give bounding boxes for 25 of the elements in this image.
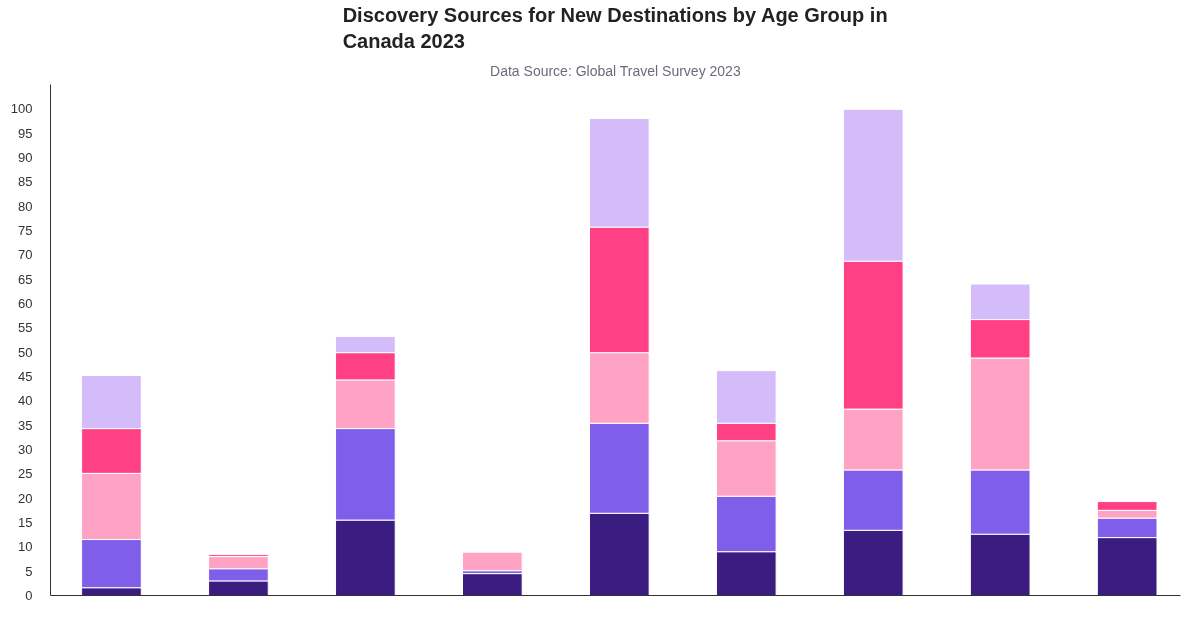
y-tick-label: 70: [18, 247, 33, 263]
y-tick-label: 15: [18, 515, 33, 530]
y-tick-label: 95: [18, 125, 33, 141]
y-tick-label: 90: [18, 150, 33, 165]
y-tick-label: 5: [25, 563, 33, 579]
chart-subtitle: Data Source: Global Travel Survey 2023: [490, 62, 741, 79]
bar: [462, 551, 523, 572]
y-tick-label: 35: [18, 417, 33, 433]
y-tick-label: 20: [18, 490, 33, 506]
chart-title: Discovery Sources for New Destinations by Age Group in Canada 2023: [342, 4, 888, 53]
y-tick-label: 85: [18, 174, 33, 190]
y-tick-label: 100: [10, 101, 33, 117]
y-tick-label: 65: [18, 271, 33, 287]
y-tick-label: 40: [18, 393, 33, 409]
y-tick-label: 80: [18, 198, 33, 214]
y-tick-label: 50: [18, 344, 33, 360]
y-tick-label: 55: [18, 320, 33, 336]
y-tick-label: 45: [18, 369, 33, 384]
y-tick-label: 0: [25, 588, 33, 603]
y-tick-label: 60: [18, 296, 33, 311]
y-tick-label: 75: [18, 223, 33, 238]
bar: [462, 573, 523, 596]
y-tick-label: 30: [18, 442, 33, 457]
y-tick-label: 10: [18, 539, 33, 555]
y-tick-label: 25: [18, 466, 33, 482]
